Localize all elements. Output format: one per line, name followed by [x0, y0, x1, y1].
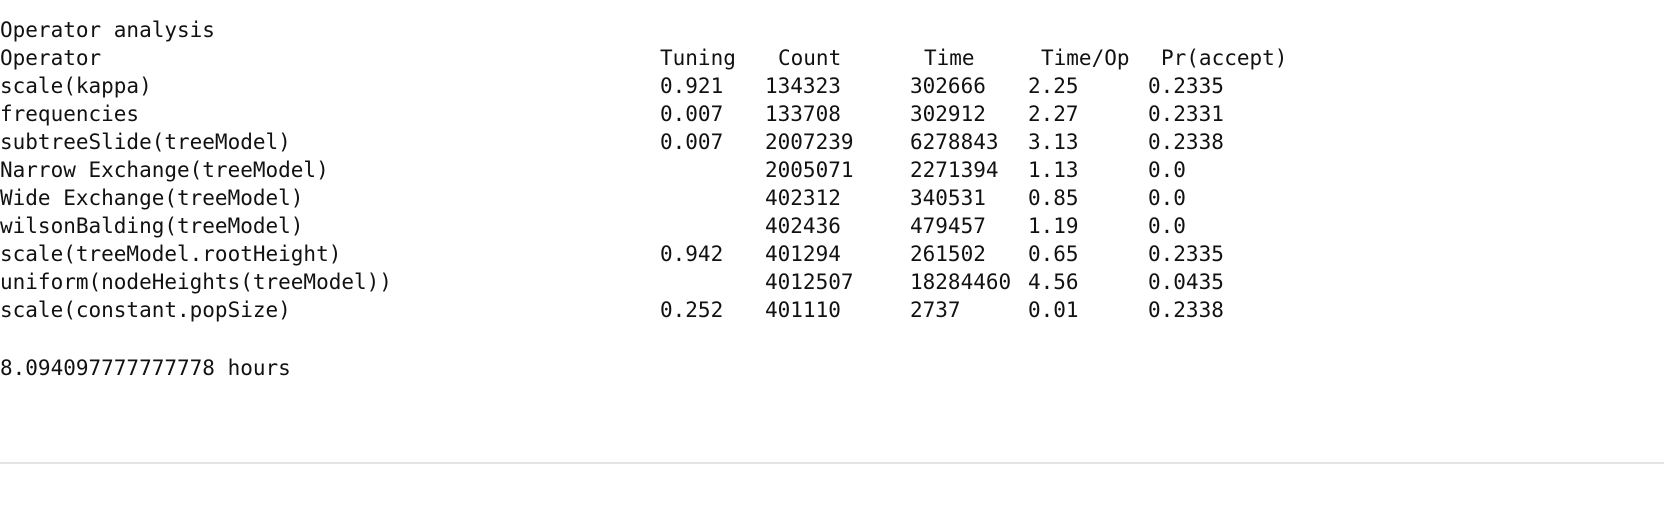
time-value: 261502 [910, 242, 986, 266]
pr-accept-value: 0.2338 [1148, 130, 1224, 154]
table-row: scale(kappa) 0.921 134323 302666 2.25 0.… [0, 72, 1224, 100]
count-value: 401110 [765, 298, 841, 322]
operator-name: scale(kappa) [0, 74, 152, 98]
time-per-op-value: 4.56 [1028, 270, 1079, 294]
count-value: 134323 [765, 74, 841, 98]
time-per-op-value: 2.27 [1028, 102, 1079, 126]
operator-name: uniform(nodeHeights(treeModel)) [0, 270, 392, 294]
table-row: Narrow Exchange(treeModel) 2005071 22713… [0, 156, 1186, 184]
operator-name: Wide Exchange(treeModel) [0, 186, 304, 210]
table-row: wilsonBalding(treeModel) 402436 479457 1… [0, 212, 1186, 240]
header-time-per-op: Time/Op [1041, 46, 1130, 70]
table-row: uniform(nodeHeights(treeModel)) 4012507 … [0, 268, 1224, 296]
time-value: 18284460 [910, 270, 1012, 294]
operator-name: frequencies [0, 102, 140, 126]
table-row: subtreeSlide(treeModel) 0.007 2007239 62… [0, 128, 1224, 156]
time-per-op-value: 3.13 [1028, 130, 1079, 154]
count-value: 2005071 [765, 158, 854, 182]
operator-name: subtreeSlide(treeModel) [0, 130, 291, 154]
time-per-op-value: 0.85 [1028, 186, 1079, 210]
operator-name: wilsonBalding(treeModel) [0, 214, 304, 238]
table-row: frequencies 0.007 133708 302912 2.27 0.2… [0, 100, 1224, 128]
pr-accept-value: 0.2335 [1148, 242, 1224, 266]
time-value: 479457 [910, 214, 986, 238]
time-value: 340531 [910, 186, 986, 210]
time-per-op-value: 0.65 [1028, 242, 1079, 266]
operator-name: Narrow Exchange(treeModel) [0, 158, 329, 182]
operator-name: scale(constant.popSize) [0, 298, 291, 322]
tuning-value: 0.007 [660, 130, 724, 154]
header-tuning: Tuning [660, 46, 736, 70]
pr-accept-value: 0.0 [1148, 186, 1186, 210]
pr-accept-value: 0.0 [1148, 214, 1186, 238]
time-per-op-value: 2.25 [1028, 74, 1079, 98]
table-row: scale(constant.popSize) 0.252 401110 273… [0, 296, 1224, 324]
count-value: 402312 [765, 186, 841, 210]
console-output: Operator analysis Operator Tuning Count … [0, 16, 1287, 382]
analysis-title: Operator analysis [0, 16, 215, 44]
time-value: 6278843 [910, 130, 999, 154]
operator-name: scale(treeModel.rootHeight) [0, 242, 342, 266]
time-per-op-value: 1.19 [1028, 214, 1079, 238]
window-bottom-border [0, 462, 1664, 464]
table-row: Wide Exchange(treeModel) 402312 340531 0… [0, 184, 1186, 212]
count-value: 2007239 [765, 130, 854, 154]
count-value: 133708 [765, 102, 841, 126]
table-header-row: Operator Tuning Count Time Time/Op Pr(ac… [0, 44, 1287, 72]
table-row: scale(treeModel.rootHeight) 0.942 401294… [0, 240, 1224, 268]
tuning-value: 0.942 [660, 242, 724, 266]
tuning-value: 0.921 [660, 74, 724, 98]
time-value: 302666 [910, 74, 986, 98]
count-value: 401294 [765, 242, 841, 266]
time-value: 2737 [910, 298, 961, 322]
pr-accept-value: 0.2335 [1148, 74, 1224, 98]
header-time: Time [924, 46, 975, 70]
tuning-value: 0.007 [660, 102, 724, 126]
pr-accept-value: 0.0 [1148, 158, 1186, 182]
elapsed-time-text: 8.094097777777778 hours [0, 356, 291, 380]
analysis-title-text: Operator analysis [0, 18, 215, 42]
time-value: 2271394 [910, 158, 999, 182]
time-value: 302912 [910, 102, 986, 126]
tuning-value: 0.252 [660, 298, 724, 322]
pr-accept-value: 0.2331 [1148, 102, 1224, 126]
time-per-op-value: 0.01 [1028, 298, 1079, 322]
time-per-op-value: 1.13 [1028, 158, 1079, 182]
count-value: 4012507 [765, 270, 854, 294]
header-pr-accept: Pr(accept) [1161, 46, 1288, 70]
elapsed-time-line: 8.094097777777778 hours [0, 354, 291, 382]
pr-accept-value: 0.0435 [1148, 270, 1224, 294]
header-operator: Operator [0, 46, 102, 70]
count-value: 402436 [765, 214, 841, 238]
header-count: Count [778, 46, 842, 70]
pr-accept-value: 0.2338 [1148, 298, 1224, 322]
